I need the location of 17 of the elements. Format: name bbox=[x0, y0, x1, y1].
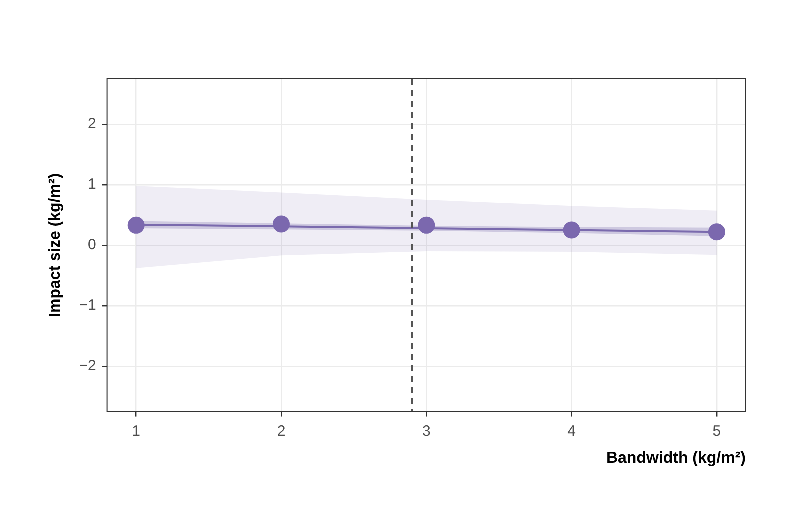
y-axis-title: Impact size (kg/m²) bbox=[47, 173, 64, 318]
point bbox=[418, 216, 436, 234]
x-tick-label: 2 bbox=[277, 422, 286, 440]
x-axis-title: Bandwidth (kg/m²) bbox=[606, 450, 746, 467]
point bbox=[563, 222, 580, 239]
point bbox=[708, 224, 726, 241]
point bbox=[272, 216, 290, 233]
x-tick-label: 4 bbox=[568, 422, 576, 440]
x-tick-label: 3 bbox=[422, 422, 431, 440]
x-tick-label: 5 bbox=[712, 422, 722, 440]
x-tick-label: 1 bbox=[132, 422, 141, 440]
y-tick-label: 2 bbox=[88, 116, 96, 133]
y-tick-label: 1 bbox=[88, 176, 96, 194]
y-tick-label: −2 bbox=[79, 358, 96, 375]
point bbox=[128, 216, 145, 234]
y-tick-label: −1 bbox=[79, 297, 96, 314]
y-tick-label: 0 bbox=[88, 236, 96, 254]
